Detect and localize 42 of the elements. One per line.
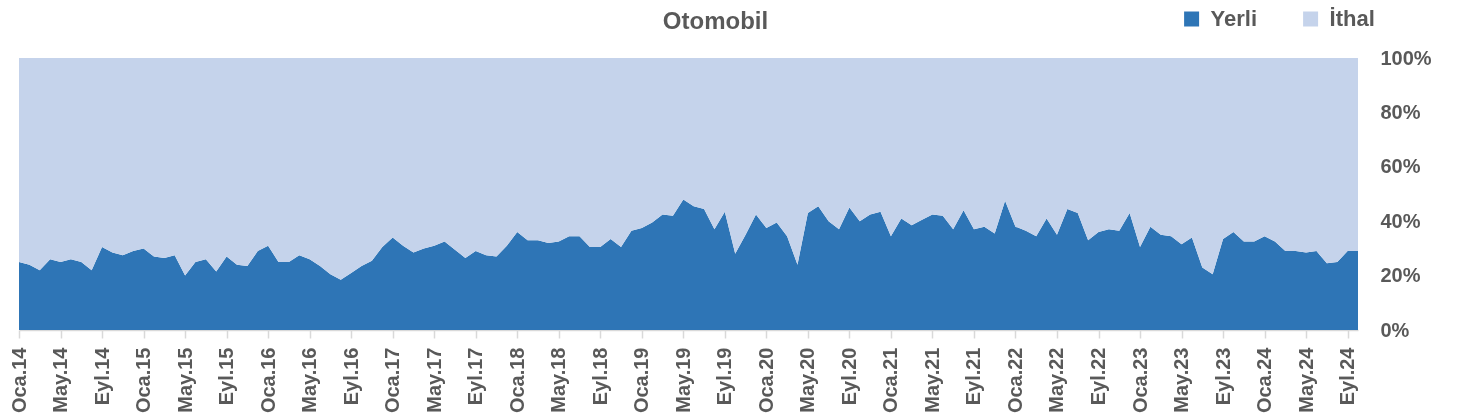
x-tick-label: Eyl.23 (1211, 347, 1234, 406)
x-tick-label: Oca.22 (1003, 347, 1026, 414)
x-tick-label: Oca.24 (1253, 346, 1276, 414)
x-tick-label: May.16 (298, 347, 321, 413)
x-tick-label: May.21 (920, 347, 943, 413)
x-tick-label: May.18 (547, 347, 570, 413)
y-tick-label: 80% (1380, 100, 1421, 123)
x-tick-label: May.17 (422, 347, 445, 413)
x-tick-label: May.20 (796, 347, 819, 413)
x-tick-label: May.19 (671, 347, 694, 413)
y-tick-label: 60% (1380, 155, 1421, 178)
x-tick-label: Oca.15 (132, 347, 155, 414)
chart-title: Otomobil (662, 7, 769, 34)
x-tick-label: Eyl.20 (837, 347, 860, 406)
x-tick-label: Eyl.22 (1087, 347, 1109, 406)
x-tick-label: May.15 (173, 347, 196, 413)
y-tick-label: 40% (1380, 209, 1421, 232)
x-tick-label: Oca.16 (256, 347, 279, 414)
y-tick-label: 100% (1380, 46, 1432, 69)
x-tick-label: May.24 (1294, 346, 1317, 413)
x-tick-label: Eyl.21 (962, 347, 985, 406)
x-tick-label: Oca.21 (879, 347, 902, 414)
x-tick-label: May.14 (49, 346, 72, 413)
x-tick-label: May.22 (1045, 347, 1068, 413)
x-tick-label: Oca.19 (630, 347, 653, 414)
x-tick-label: Eyl.24 (1336, 346, 1359, 406)
x-tick-label: May.23 (1170, 347, 1193, 413)
x-tick-label: Eyl.19 (713, 347, 736, 406)
x-tick-label: Eyl.17 (464, 347, 487, 406)
x-tick-label: Eyl.14 (90, 346, 113, 406)
y-tick-label: 20% (1380, 264, 1421, 287)
x-tick-label: Oca.14 (7, 346, 30, 414)
legend-label: Yerli (1210, 6, 1258, 31)
x-tick-label: Eyl.15 (215, 347, 238, 406)
x-tick-label: Oca.17 (381, 347, 404, 414)
x-tick-label: Oca.20 (754, 347, 777, 414)
x-tick-label: Oca.18 (505, 347, 528, 414)
y-tick-label: 0% (1380, 318, 1410, 341)
x-tick-label: Eyl.18 (588, 347, 611, 406)
legend-label: İthal (1329, 6, 1375, 31)
x-tick-label: Eyl.16 (339, 347, 362, 406)
x-tick-label: Oca.23 (1128, 347, 1151, 414)
